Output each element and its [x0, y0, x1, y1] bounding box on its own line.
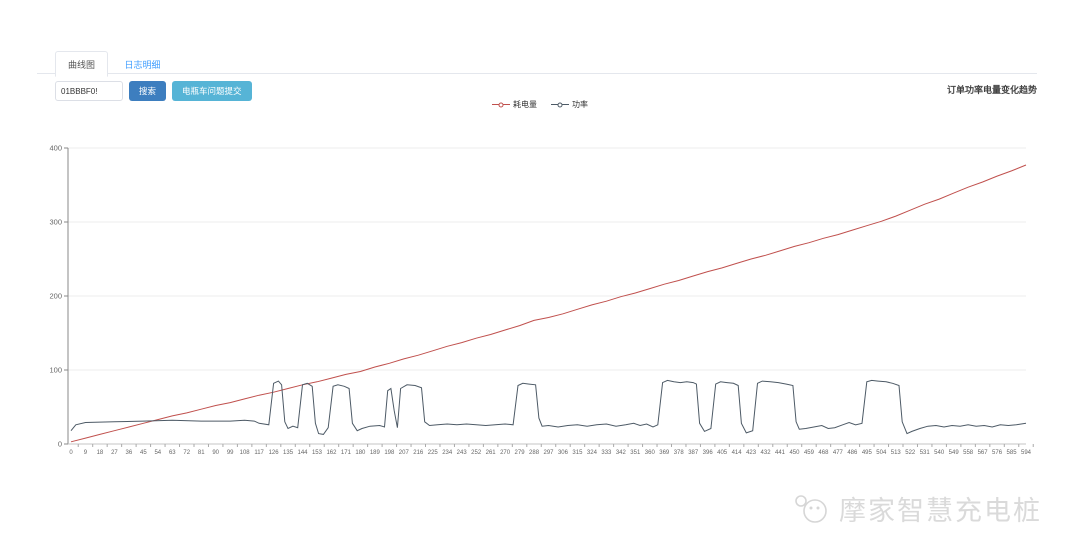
svg-text:477: 477 — [833, 450, 844, 456]
svg-text:36: 36 — [126, 450, 133, 456]
svg-text:549: 549 — [949, 450, 960, 456]
svg-text:468: 468 — [818, 450, 829, 456]
chart-title: 订单功率电量变化趋势 — [946, 85, 1037, 95]
svg-text:594: 594 — [1021, 450, 1032, 456]
svg-text:459: 459 — [804, 450, 815, 456]
svg-text:360: 360 — [645, 450, 656, 456]
svg-text:18: 18 — [97, 450, 104, 456]
svg-text:441: 441 — [775, 450, 786, 456]
svg-text:333: 333 — [601, 450, 612, 456]
svg-text:200: 200 — [49, 292, 62, 301]
svg-text:450: 450 — [789, 450, 800, 456]
svg-text:342: 342 — [616, 450, 627, 456]
ebike-issue-submit-button[interactable]: 电瓶车问题提交 — [172, 81, 252, 101]
svg-text:387: 387 — [688, 450, 699, 456]
svg-text:585: 585 — [1007, 450, 1018, 456]
svg-text:495: 495 — [862, 450, 873, 456]
svg-text:324: 324 — [587, 450, 598, 456]
svg-text:513: 513 — [891, 450, 902, 456]
svg-text:63: 63 — [169, 450, 176, 456]
svg-text:81: 81 — [198, 450, 205, 456]
svg-text:207: 207 — [399, 450, 410, 456]
svg-text:531: 531 — [920, 450, 931, 456]
svg-text:306: 306 — [558, 450, 569, 456]
svg-text:99: 99 — [227, 450, 234, 456]
svg-text:108: 108 — [240, 450, 251, 456]
svg-text:378: 378 — [674, 450, 685, 456]
svg-text:558: 558 — [963, 450, 974, 456]
svg-text:315: 315 — [572, 450, 583, 456]
svg-text:135: 135 — [283, 450, 294, 456]
svg-text:288: 288 — [529, 450, 540, 456]
svg-text:27: 27 — [111, 450, 118, 456]
svg-text:400: 400 — [49, 144, 62, 153]
chart-legend: 耗电量 功率 — [0, 99, 1080, 110]
svg-text:279: 279 — [515, 450, 526, 456]
svg-text:567: 567 — [978, 450, 989, 456]
controls-row: 搜索 电瓶车问题提交 — [55, 80, 252, 102]
svg-text:189: 189 — [370, 450, 381, 456]
svg-text:0: 0 — [69, 450, 73, 456]
search-button[interactable]: 搜索 — [129, 81, 167, 101]
svg-text:423: 423 — [746, 450, 757, 456]
svg-text:100: 100 — [49, 366, 62, 375]
svg-text:405: 405 — [717, 450, 728, 456]
svg-text:225: 225 — [428, 450, 439, 456]
svg-text:300: 300 — [49, 218, 62, 227]
svg-text:396: 396 — [703, 450, 714, 456]
tab-log-detail[interactable]: 日志明细 — [124, 60, 161, 70]
mojia-logo-icon — [795, 494, 827, 523]
tab-curve-chart[interactable]: 曲线图 — [55, 51, 109, 77]
svg-text:522: 522 — [905, 450, 916, 456]
svg-text:297: 297 — [543, 450, 554, 456]
legend-item-power[interactable]: 功率 — [551, 99, 588, 110]
svg-text:117: 117 — [254, 450, 264, 456]
svg-text:261: 261 — [486, 450, 497, 456]
svg-text:90: 90 — [212, 450, 219, 456]
svg-text:9: 9 — [84, 450, 88, 456]
legend-item-energy[interactable]: 耗电量 — [492, 99, 537, 110]
energy-legend-marker-icon — [492, 100, 510, 109]
svg-text:180: 180 — [355, 450, 366, 456]
svg-text:351: 351 — [630, 450, 641, 456]
legend-label: 功率 — [572, 100, 588, 109]
device-id-input[interactable] — [55, 81, 123, 101]
svg-text:432: 432 — [761, 450, 772, 456]
legend-label: 耗电量 — [513, 100, 537, 109]
svg-text:45: 45 — [140, 450, 147, 456]
svg-text:54: 54 — [154, 450, 161, 456]
power-legend-marker-icon — [551, 100, 569, 109]
svg-text:243: 243 — [457, 450, 468, 456]
svg-text:153: 153 — [312, 450, 323, 456]
svg-text:540: 540 — [934, 450, 945, 456]
tab-bar: 曲线图 日志明细 — [37, 51, 1037, 77]
svg-text:486: 486 — [847, 450, 858, 456]
svg-text:576: 576 — [992, 450, 1003, 456]
svg-text:270: 270 — [500, 450, 511, 456]
svg-text:369: 369 — [659, 450, 670, 456]
svg-text:162: 162 — [326, 450, 337, 456]
svg-text:0: 0 — [58, 440, 62, 449]
svg-text:198: 198 — [384, 450, 395, 456]
watermark-text: 摩家智慧充电桩 — [839, 496, 1042, 526]
svg-text:414: 414 — [732, 450, 743, 456]
svg-text:126: 126 — [269, 450, 280, 456]
watermark: 摩家智慧充电桩 — [793, 489, 1042, 528]
svg-text:252: 252 — [471, 450, 482, 456]
svg-text:504: 504 — [876, 450, 887, 456]
svg-text:72: 72 — [183, 450, 190, 456]
svg-text:234: 234 — [442, 450, 453, 456]
svg-text:171: 171 — [341, 450, 352, 456]
svg-text:144: 144 — [298, 450, 309, 456]
svg-text:216: 216 — [413, 450, 424, 456]
